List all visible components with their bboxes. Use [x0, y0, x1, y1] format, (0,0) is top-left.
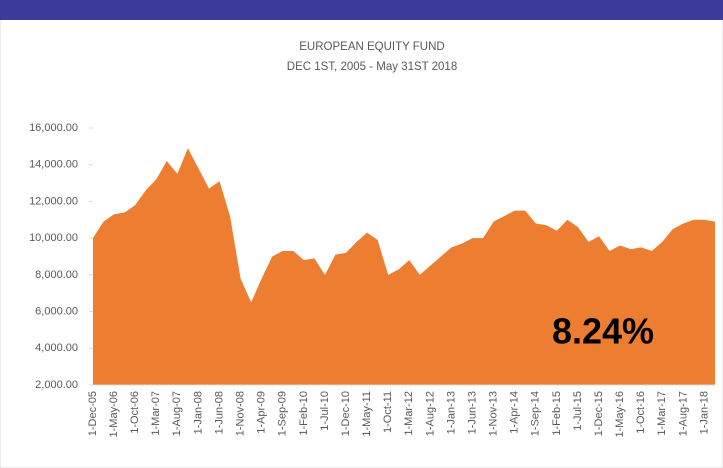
x-tick-label: 1-Oct-06	[129, 391, 141, 434]
area	[93, 148, 715, 385]
x-tick-label: 1-Sep-09	[277, 391, 289, 436]
x-tick-label: 1-Mar-07	[150, 391, 162, 436]
x-tick-label: 1-Aug-17	[677, 391, 689, 436]
x-tick-label: 1-Jan-18	[698, 391, 710, 434]
x-tick-label: 1-Jul-15	[572, 391, 584, 431]
x-tick-label: 1-Oct-11	[382, 391, 394, 433]
y-tick-label: 4,000.00	[35, 342, 78, 354]
x-tick-label: 1-Dec-05	[87, 391, 99, 436]
x-tick-label: 1-Dec-15	[593, 391, 605, 436]
x-tick-label: 1-May-11	[361, 391, 373, 437]
x-tick-label: 1-Feb-15	[551, 391, 563, 436]
x-tick-label: 1-Aug-07	[171, 391, 183, 436]
x-tick-label: 1-Jan-08	[192, 391, 204, 434]
x-tick-label: 1-Mar-12	[403, 391, 415, 436]
y-tick-label: 16,000.00	[29, 122, 78, 134]
header-bar	[0, 0, 723, 20]
x-tick-label: 1-Dec-10	[340, 391, 352, 436]
y-tick-label: 6,000.00	[35, 305, 78, 317]
annotation: 8.24%	[552, 311, 654, 352]
chart-title: EUROPEAN EQUITY FUND	[299, 41, 444, 53]
x-tick-label: 1-Apr-14	[509, 391, 521, 434]
x-tick-label: 1-May-16	[614, 391, 626, 437]
x-tick-label: 1-Nov-08	[234, 391, 246, 436]
x-tick-label: 1-Jul-10	[319, 391, 331, 431]
y-tick-label: 8,000.00	[35, 269, 78, 281]
x-tick-label: 1-May-06	[108, 391, 120, 437]
x-tick-label: 1-Feb-10	[298, 391, 310, 436]
x-tick-label: 1-Jun-13	[466, 391, 478, 434]
y-tick-label: 14,000.00	[29, 159, 78, 171]
y-tick-label: 10,000.00	[29, 232, 78, 244]
y-tick-label: 2,000.00	[35, 379, 78, 391]
x-tick-label: 1-Mar-17	[656, 391, 668, 436]
x-tick-label: 1-Jan-13	[445, 391, 457, 434]
x-tick-label: 1-Apr-09	[256, 391, 268, 434]
x-tick-label: 1-Nov-13	[488, 391, 500, 436]
x-tick-label: 1-Sep-14	[530, 391, 542, 436]
y-tick-label: 12,000.00	[29, 195, 78, 207]
x-tick-label: 1-Jun-08	[213, 391, 225, 434]
x-tick-label: 1-Aug-12	[424, 391, 436, 436]
x-tick-label: 1-Oct-16	[635, 391, 647, 434]
chart-subtitle: DEC 1ST, 2005 - May 31ST 2018	[287, 61, 457, 73]
